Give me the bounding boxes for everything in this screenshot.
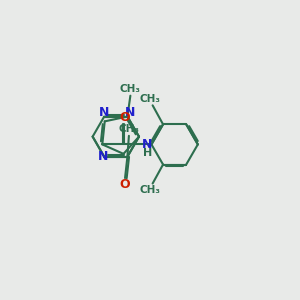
- Text: N: N: [99, 106, 110, 119]
- Text: N: N: [98, 150, 108, 163]
- Text: CH₃: CH₃: [120, 84, 141, 94]
- Text: N: N: [124, 106, 135, 119]
- Text: CH₃: CH₃: [139, 94, 160, 104]
- Text: H: H: [142, 148, 152, 158]
- Text: O: O: [119, 111, 130, 124]
- Text: CH₃: CH₃: [139, 185, 160, 195]
- Text: N: N: [142, 138, 152, 151]
- Text: CH₃: CH₃: [118, 124, 140, 134]
- Text: O: O: [120, 178, 130, 191]
